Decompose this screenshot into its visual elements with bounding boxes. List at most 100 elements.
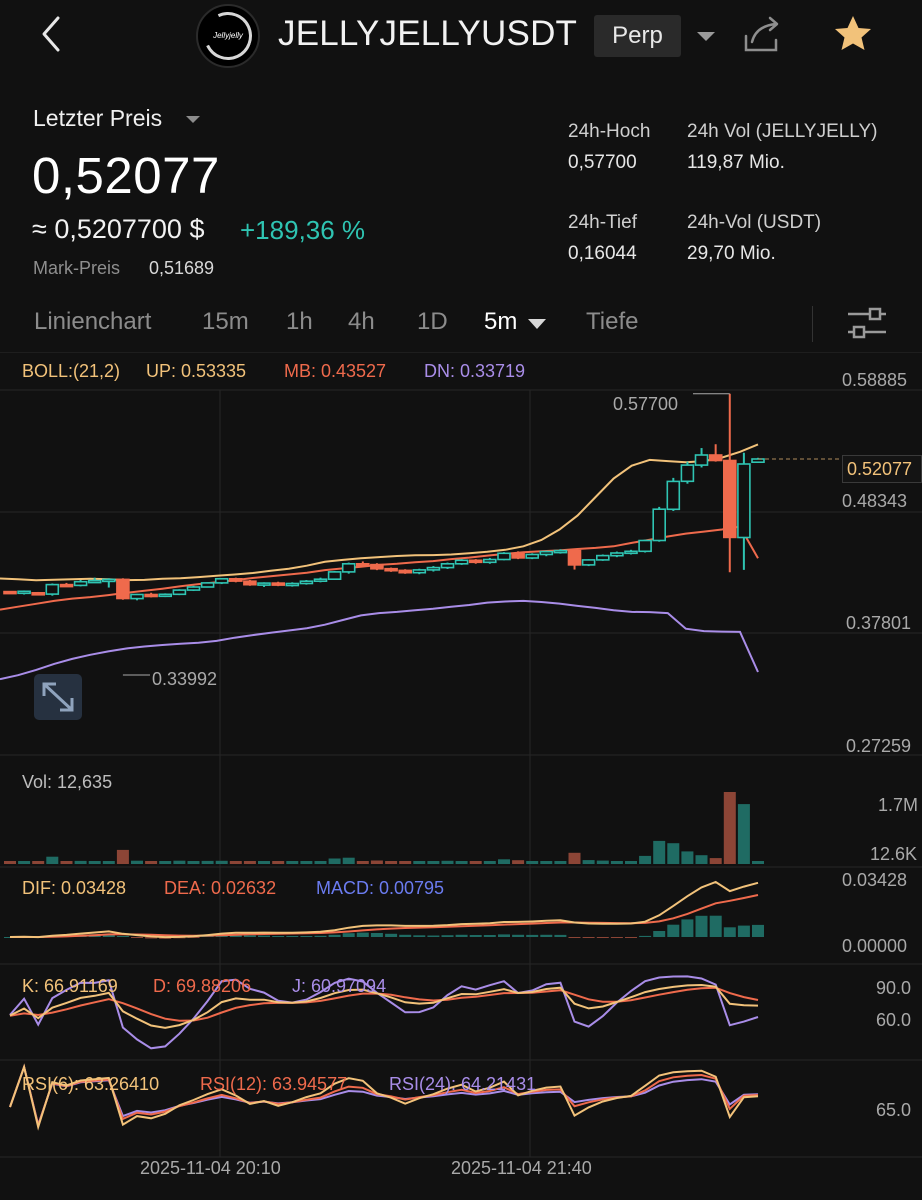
max-price-label: 0.57700 — [613, 394, 679, 414]
candle — [468, 559, 483, 564]
macd-histogram-bar — [258, 935, 270, 937]
macd-histogram-bar — [625, 937, 637, 938]
macd-histogram-bar — [243, 935, 256, 937]
volume-bar — [427, 861, 440, 864]
contract-type-badge[interactable]: Perp — [594, 15, 681, 57]
volume-axis-label: 1.7M — [878, 795, 919, 815]
macd-histogram-bar — [554, 934, 567, 937]
volume-bar — [526, 861, 539, 864]
candle — [243, 580, 257, 586]
caret-down-icon[interactable] — [186, 116, 200, 123]
candle — [553, 549, 568, 554]
tab-divider — [812, 306, 813, 342]
tab-linienchart[interactable]: Linienchart — [34, 308, 152, 335]
volume-bar — [512, 860, 525, 864]
volume-bar — [342, 857, 355, 864]
candle — [454, 559, 469, 565]
volume-quote-value: 29,70 Mio. — [687, 243, 776, 264]
price-summary: Letzter Preis 0,52077 ≈ 0,5207700 $ +189… — [0, 90, 922, 290]
candle — [200, 582, 215, 588]
price-chart[interactable]: BOLL:(21,2) UP: 0.53335 MB: 0.43527 DN: … — [0, 352, 922, 1200]
macd-histogram-bar — [540, 934, 553, 937]
kdj-k-label: K: 66.91169 — [22, 976, 118, 996]
volume-bar — [469, 861, 482, 864]
rsi6-label: RSI(6): 63.26410 — [22, 1074, 160, 1094]
volume-bar — [709, 858, 722, 864]
tab-tiefe[interactable]: Tiefe — [586, 308, 639, 335]
volume-bar — [4, 861, 16, 864]
volume-bar — [46, 856, 59, 864]
volume-bar — [653, 840, 666, 864]
chart-settings-icon[interactable] — [846, 306, 888, 340]
candle — [722, 459, 737, 539]
volume-bar — [681, 851, 694, 864]
tab-1d[interactable]: 1D — [417, 308, 448, 335]
macd-histogram-bar — [681, 919, 694, 937]
candle — [610, 552, 624, 557]
low-24h-label: 24h-Tief — [568, 212, 637, 233]
volume-bar — [32, 861, 45, 864]
macd-histogram-bar — [116, 936, 129, 937]
macd-histogram-bar — [342, 933, 355, 937]
macd-histogram-bar — [145, 937, 158, 939]
candle — [581, 559, 596, 566]
time-axis-label: 2025-11-04 21:40 — [451, 1158, 592, 1178]
symbol-title[interactable]: JELLYJELLYUSDT — [278, 14, 578, 53]
macd-histogram-bar — [356, 932, 369, 937]
macd-histogram-bar — [286, 936, 299, 937]
candle — [638, 539, 652, 553]
candle — [17, 590, 31, 595]
volume-bar — [215, 860, 228, 864]
last-price: 0,52077 — [32, 147, 220, 204]
macd-histogram-bar — [399, 934, 412, 937]
macd-histogram-bar — [610, 937, 623, 938]
volume-bar — [116, 849, 129, 864]
tab-1h[interactable]: 1h — [286, 308, 313, 335]
macd-histogram-bar — [582, 937, 595, 938]
volume-bar — [356, 861, 369, 864]
low-24h-value: 0,16044 — [568, 243, 637, 264]
volume-bar — [286, 861, 299, 864]
price-change: +189,36 % — [240, 215, 366, 245]
candle — [299, 580, 314, 585]
tab-5m[interactable]: 5m — [484, 308, 518, 335]
volume-bar — [187, 861, 200, 864]
boll-up-label: UP: 0.53335 — [146, 361, 247, 381]
volume-bar — [258, 861, 270, 864]
volume-bar — [18, 861, 31, 864]
volume-bar — [243, 861, 256, 864]
volume-bar — [328, 858, 341, 864]
macd-histogram-bar — [441, 935, 454, 937]
candle — [355, 563, 370, 567]
volume-bar — [455, 861, 468, 864]
volume-bar — [272, 861, 285, 864]
tab-4h[interactable]: 4h — [348, 308, 375, 335]
volume-bar — [370, 860, 383, 864]
tab-15m[interactable]: 15m — [202, 308, 249, 335]
macd-histogram-bar — [328, 934, 341, 937]
candle — [116, 578, 130, 600]
kdj-j-label: J: 60.97094 — [292, 976, 387, 996]
volume-bar — [540, 861, 553, 864]
star-icon[interactable] — [832, 13, 874, 55]
volume-label: Vol: 12,635 — [22, 772, 113, 792]
last-price-label[interactable]: Letzter Preis — [33, 105, 163, 131]
candle — [497, 552, 511, 561]
volume-bar — [229, 861, 242, 864]
caret-down-icon[interactable] — [528, 319, 546, 329]
candle — [680, 464, 695, 483]
expand-icon[interactable] — [34, 674, 82, 720]
candle — [482, 558, 497, 564]
volume-bar — [60, 861, 73, 864]
volume-bar — [399, 861, 412, 864]
chevron-left-icon[interactable] — [36, 14, 70, 54]
chart-canvas[interactable] — [0, 352, 922, 1200]
candle — [341, 563, 356, 573]
kdj-axis-label: 60.0 — [876, 1010, 912, 1030]
rsi12-label: RSI(12): 63.94577 — [200, 1074, 348, 1094]
caret-down-icon[interactable] — [697, 32, 715, 41]
share-icon[interactable] — [742, 14, 784, 54]
volume-bar — [639, 855, 652, 864]
macd-histogram-bar — [272, 936, 285, 937]
candle — [229, 578, 243, 582]
